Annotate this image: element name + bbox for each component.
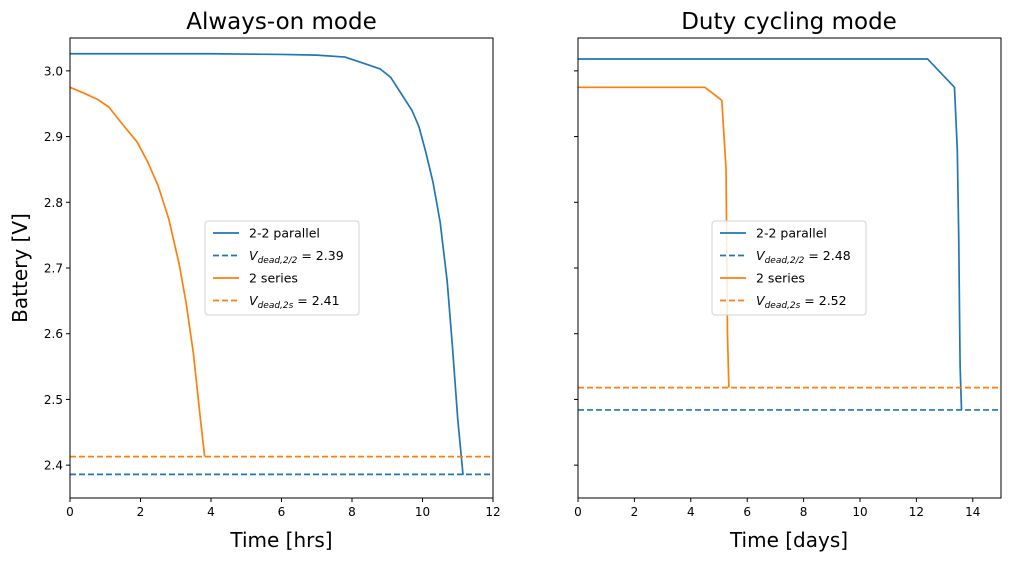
plot-lines xyxy=(69,52,493,476)
legend: 2-2 parallel Vdead,2/2 = 2.48 2 series Vdea… xyxy=(711,220,867,316)
x-tick-label: 2 xyxy=(631,505,639,519)
y-tick-label: 3.0 xyxy=(44,64,63,78)
x-tick-label: 4 xyxy=(687,505,695,519)
series-line xyxy=(69,86,206,457)
legend-label: 2-2 parallel xyxy=(756,226,827,241)
x-tick-label: 12 xyxy=(485,505,500,519)
x-tick-label: 8 xyxy=(348,505,356,519)
series-line xyxy=(70,52,464,476)
x-axis-label: Time [days] xyxy=(729,528,848,552)
plot-lines xyxy=(578,58,1001,411)
y-tick-label: 2.4 xyxy=(44,459,63,473)
legend-label: Vdead,2s = 2.52 xyxy=(756,293,847,311)
chart-title: Duty cycling mode xyxy=(681,9,897,35)
axis-ticks: 0 2 4 6 8 10 12 2.4 2.5 2.6 2.7 2.8 2.9 3.0 xyxy=(44,64,501,519)
y-tick-label: 2.8 xyxy=(44,196,63,210)
axis-ticks: 0 2 4 6 8 10 12 14 xyxy=(574,70,980,519)
x-tick-label: 14 xyxy=(965,505,980,519)
legend-box xyxy=(711,220,867,316)
legend-label: 2 series xyxy=(249,271,298,286)
series-line xyxy=(578,86,730,388)
y-axis-label: Battery [V] xyxy=(8,213,32,323)
plot-frame xyxy=(577,37,1002,499)
x-tick-label: 8 xyxy=(800,505,808,519)
x-tick-label: 0 xyxy=(574,505,582,519)
x-tick-label: 0 xyxy=(66,505,74,519)
plot-frame xyxy=(69,37,494,499)
always-on-panel: Always-on mode Time [hrs] Battery [V] 0 2… xyxy=(8,9,501,552)
legend: 2-2 parallel Vdead,2/2 = 2.39 2 series Vdea… xyxy=(204,220,360,316)
legend-box xyxy=(204,220,360,316)
legend-label: Vdead,2/2 = 2.39 xyxy=(249,248,344,266)
y-tick-label: 2.7 xyxy=(44,262,63,276)
x-tick-label: 2 xyxy=(137,505,145,519)
x-tick-label: 6 xyxy=(278,505,286,519)
series-line xyxy=(578,58,963,410)
chart-title: Always-on mode xyxy=(186,9,377,35)
x-tick-label: 6 xyxy=(743,505,751,519)
x-tick-label: 4 xyxy=(207,505,215,519)
legend-label: Vdead,2/2 = 2.48 xyxy=(756,248,851,266)
x-tick-label: 10 xyxy=(415,505,430,519)
duty-cycling-panel: Duty cycling mode Time [days] 0 2 4 6 8 10 12 1… xyxy=(574,9,1002,552)
x-tick-label: 10 xyxy=(852,505,867,519)
y-tick-label: 2.5 xyxy=(44,393,63,407)
x-tick-label: 12 xyxy=(909,505,924,519)
legend-label: Vdead,2s = 2.41 xyxy=(249,293,340,311)
y-tick-label: 2.6 xyxy=(44,327,63,341)
y-tick-label: 2.9 xyxy=(44,130,63,144)
legend-label: 2-2 parallel xyxy=(249,226,320,241)
x-axis-label: Time [hrs] xyxy=(229,528,332,552)
legend-label: 2 series xyxy=(756,271,805,286)
